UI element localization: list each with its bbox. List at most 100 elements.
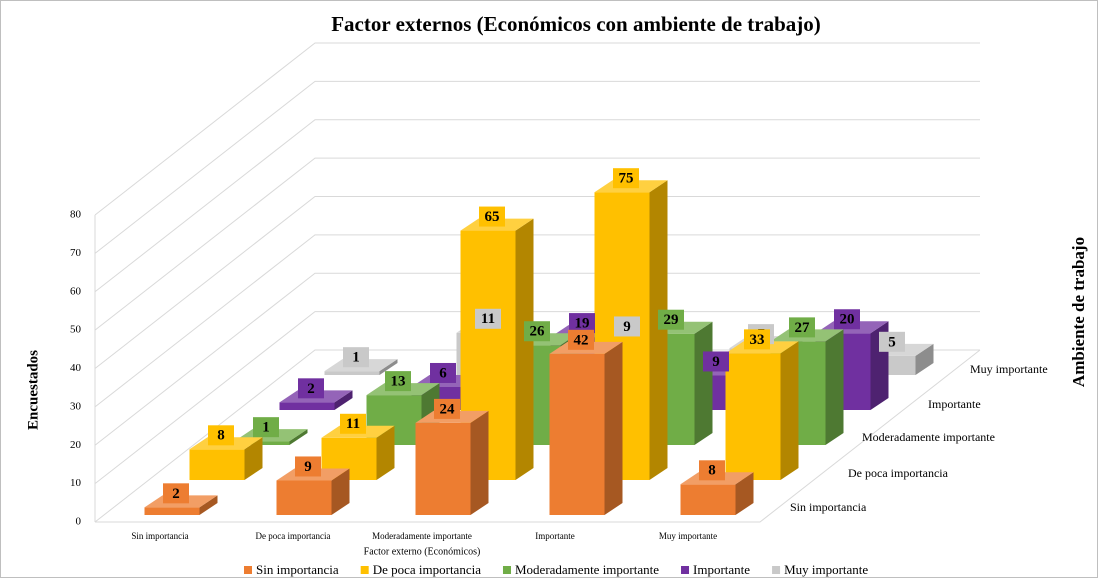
y-tick-label: 40: [70, 362, 82, 374]
legend-label: Moderadamente importante: [515, 562, 659, 577]
data-label-box: [163, 483, 189, 504]
z-tick-label: Muy importante: [970, 362, 1048, 376]
y-tick-label: 20: [70, 439, 82, 451]
x-tick-label: Moderadamente importante: [372, 531, 472, 541]
x-tick-label: Muy importante: [659, 531, 717, 541]
legend-swatch: [244, 566, 252, 574]
data-label: 13: [391, 374, 406, 390]
bar-front: [144, 507, 200, 515]
x-tick-label: De poca importancia: [256, 531, 331, 541]
bar-front: [725, 353, 781, 480]
bar-front: [549, 353, 605, 515]
bar-side: [735, 472, 754, 515]
y-tick-label: 30: [70, 400, 82, 412]
data-label-box: [253, 417, 279, 438]
data-label: 9: [623, 319, 631, 335]
data-label-box: [343, 347, 369, 368]
data-label: 26: [530, 324, 546, 340]
bar-side: [199, 495, 218, 515]
data-label: 65: [485, 209, 500, 225]
data-label-box: [568, 329, 594, 350]
grid-line: [94, 80, 980, 254]
data-label-box: [703, 351, 729, 372]
data-label: 8: [708, 463, 716, 479]
y-tick-label: 0: [76, 516, 82, 528]
data-label: 8: [217, 428, 225, 444]
data-label-box: [295, 456, 321, 477]
data-label: 42: [574, 332, 589, 348]
legend-swatch: [502, 566, 511, 574]
bar-side: [289, 429, 308, 445]
legend-label: Muy importante: [784, 562, 868, 577]
floor-edge: [95, 349, 981, 523]
bar-side: [376, 425, 395, 480]
bar-side: [604, 341, 623, 515]
bar-side: [331, 468, 350, 515]
y-tick-label: 10: [70, 477, 82, 489]
bar-front: [279, 402, 335, 410]
legend-label: Sin importancia: [256, 562, 339, 577]
y-axis-title: Encuestados: [25, 350, 41, 430]
data-label: 75: [619, 171, 634, 187]
legend-swatch: [772, 566, 781, 574]
y-tick-label: 80: [70, 209, 82, 221]
bar-side: [379, 359, 398, 375]
bar-front: [415, 422, 471, 515]
data-label: 19: [575, 316, 590, 332]
data-label: 9: [712, 354, 720, 370]
grid-line: [94, 119, 980, 293]
data-label: 6: [439, 365, 447, 381]
data-label-box: [475, 308, 501, 329]
data-label-box: [430, 362, 456, 383]
chart-title: Factor externos (Económicos con ambiente…: [331, 12, 821, 36]
data-label-box: [569, 313, 595, 334]
bar-side: [334, 390, 353, 410]
data-label: 9: [304, 459, 312, 475]
data-label: 2: [307, 381, 315, 397]
legend-swatch: [360, 566, 369, 574]
data-label-box: [613, 168, 639, 189]
bar-side: [515, 218, 534, 480]
z-tick-label: De poca importancia: [848, 466, 949, 480]
bar-side: [470, 410, 489, 515]
bar-front: [189, 449, 245, 480]
x-axis-title: Factor externo (Económicos): [364, 546, 481, 557]
data-label: 24: [440, 401, 456, 417]
bar-side: [780, 341, 799, 480]
legend-label: Importante: [693, 562, 750, 577]
data-label-box: [699, 460, 725, 481]
data-label: 1: [352, 350, 360, 366]
bar-front: [680, 484, 736, 515]
data-label: 20: [840, 312, 855, 328]
grid-line: [94, 42, 980, 216]
data-label-box: [385, 371, 411, 392]
data-label-box: [479, 206, 505, 227]
y-tick-label: 50: [70, 324, 82, 336]
bar-front: [276, 480, 332, 515]
data-label-box: [524, 321, 550, 342]
bar-side: [244, 437, 263, 480]
grid-line: [94, 157, 980, 331]
z-axis-title: Ambiente de trabajo: [1069, 237, 1088, 387]
bar-side: [825, 329, 844, 445]
z-tick-label: Sin importancia: [790, 500, 867, 514]
grid-line: [94, 272, 980, 446]
x-tick-label: Sin importancia: [131, 531, 188, 541]
bar-side: [915, 343, 934, 375]
legend-swatch: [681, 566, 690, 574]
y-tick-label: 70: [70, 247, 82, 259]
bar-side: [649, 180, 668, 480]
data-label: 33: [750, 332, 765, 348]
bar-side: [694, 321, 713, 445]
data-label: 2: [172, 486, 180, 502]
data-label-box: [744, 329, 770, 350]
data-label: 11: [481, 311, 495, 327]
data-label-box: [834, 309, 860, 330]
data-label-box: [658, 309, 684, 330]
legend-label: De poca importancia: [373, 562, 482, 577]
data-label-box: [434, 398, 460, 419]
grid-line: [94, 311, 980, 485]
data-label-box: [879, 331, 905, 352]
